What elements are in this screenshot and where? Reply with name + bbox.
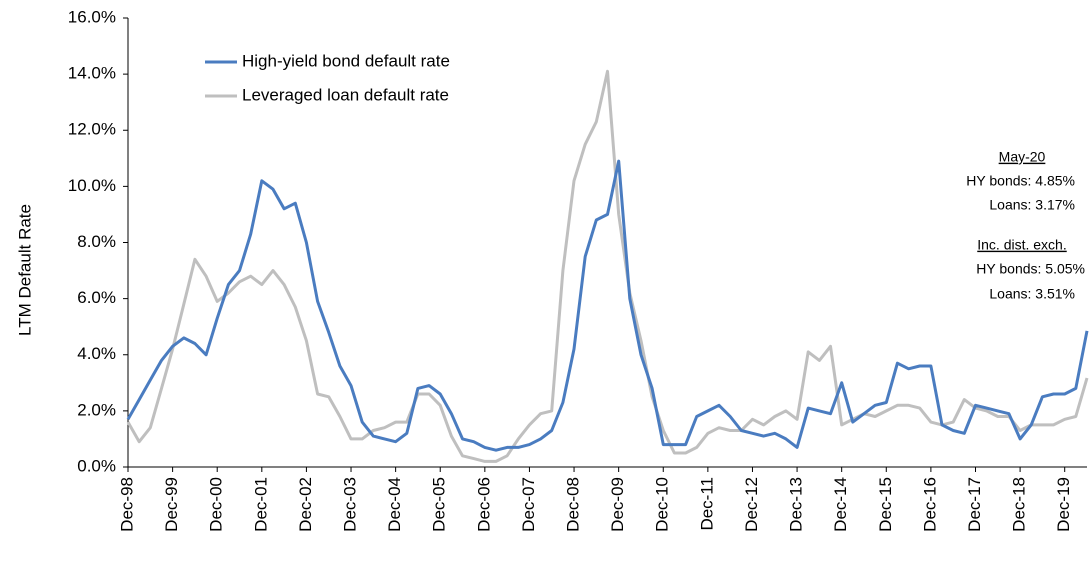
x-tick-label: Dec-10 <box>653 477 672 532</box>
y-tick-label: 2.0% <box>77 400 116 419</box>
x-tick-label: Dec-17 <box>965 477 984 532</box>
annotation: Loans: 3.51% <box>989 286 1075 302</box>
annotation: Inc. dist. exch. <box>977 237 1066 253</box>
y-axis-label: LTM Default Rate <box>15 204 34 336</box>
x-tick-label: Dec-07 <box>519 477 538 532</box>
annotation: HY bonds: 5.05% <box>976 261 1085 277</box>
x-tick-label: Dec-15 <box>876 477 895 532</box>
x-tick-label: Dec-02 <box>296 477 315 532</box>
x-tick-label: Dec-04 <box>385 477 404 532</box>
x-tick-label: Dec-99 <box>162 477 181 532</box>
x-tick-label: Dec-98 <box>117 477 136 532</box>
x-tick-label: Dec-13 <box>787 477 806 532</box>
x-tick-label: Dec-09 <box>608 477 627 532</box>
series-line <box>126 69 1089 463</box>
y-tick-label: 4.0% <box>77 344 116 363</box>
x-tick-label: Dec-16 <box>920 477 939 532</box>
x-tick-label: Dec-06 <box>474 477 493 532</box>
annotation: Loans: 3.17% <box>989 197 1075 213</box>
y-tick-label: 0.0% <box>77 456 116 475</box>
x-tick-label: Dec-01 <box>251 477 270 532</box>
x-tick-label: Dec-05 <box>430 477 449 532</box>
y-tick-label: 10.0% <box>68 176 116 195</box>
x-tick-label: Dec-11 <box>697 477 716 531</box>
x-tick-label: Dec-14 <box>831 477 850 532</box>
y-tick-label: 16.0% <box>68 7 116 26</box>
x-tick-label: Dec-18 <box>1010 477 1029 532</box>
y-tick-label: 12.0% <box>68 120 116 139</box>
x-tick-label: Dec-19 <box>1054 477 1073 532</box>
x-tick-label: Dec-03 <box>341 477 360 532</box>
series-line <box>126 159 1089 452</box>
legend-label: High-yield bond default rate <box>242 51 450 70</box>
x-tick-label: Dec-08 <box>564 477 583 532</box>
y-tick-label: 6.0% <box>77 288 116 307</box>
y-tick-label: 14.0% <box>68 64 116 83</box>
annotation: HY bonds: 4.85% <box>966 173 1075 189</box>
legend-label: Leveraged loan default rate <box>242 85 449 104</box>
annotation: May-20 <box>999 149 1046 165</box>
x-tick-label: Dec-12 <box>742 477 761 532</box>
y-tick-label: 8.0% <box>77 232 116 251</box>
x-tick-label: Dec-00 <box>207 477 226 532</box>
